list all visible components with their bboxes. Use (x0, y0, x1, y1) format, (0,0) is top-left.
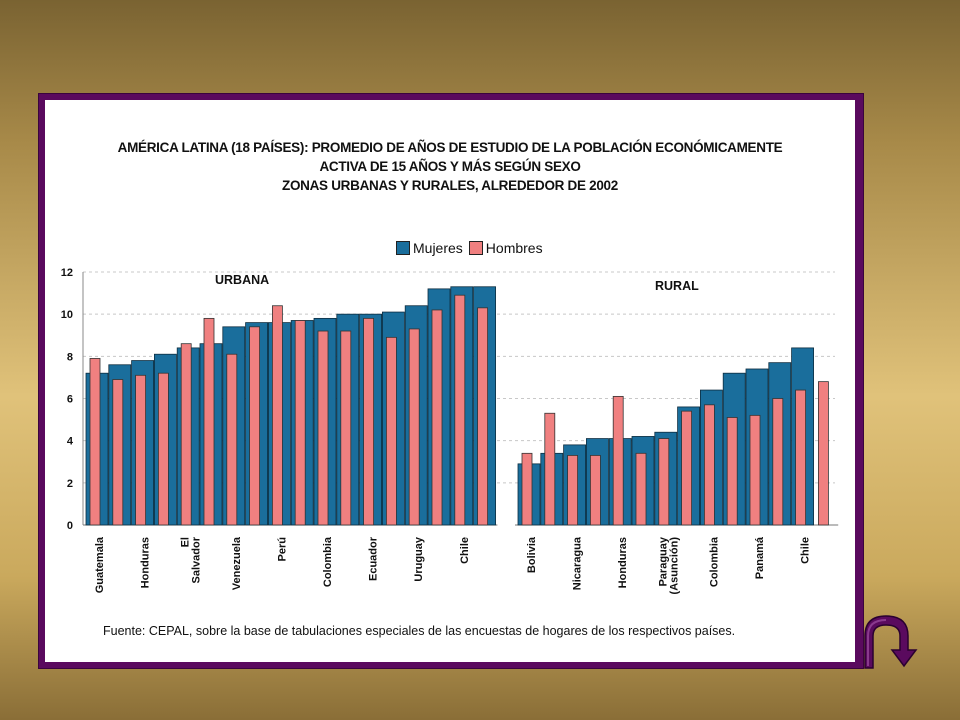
bar-hombres (158, 372, 169, 526)
slide-frame: AMÉRICA LATINA (18 PAÍSES): PROMEDIO DE … (38, 93, 864, 669)
x-tick-label: El (180, 537, 192, 547)
bar-hombres (340, 330, 352, 526)
bar-hombres (226, 353, 238, 526)
bar-hombres (135, 374, 146, 526)
x-tick-label: Ecuador (368, 536, 380, 581)
bar-hombres (180, 343, 192, 526)
chart-title-line-3: ZONAS URBANAS Y RURALES, ALREDEDOR DE 20… (282, 178, 618, 193)
x-tick-label: Venezuela (231, 536, 243, 590)
x-tick-label: Nicaragua (572, 536, 584, 590)
bar-hombres (772, 398, 784, 526)
x-tick-label: Colombia (708, 536, 720, 587)
bar-hombres (317, 330, 329, 526)
bar-hombres (271, 305, 283, 526)
bar-hombres (704, 404, 715, 526)
bar-hombres (454, 294, 466, 526)
bar-hombres (658, 438, 670, 526)
bar-hombres (818, 381, 829, 526)
x-tick-label: Colombia (322, 536, 334, 587)
chart-panel: AMÉRICA LATINA (18 PAÍSES): PROMEDIO DE … (45, 100, 855, 662)
y-tick-label: 10 (61, 309, 73, 321)
x-tick-label: Chile (800, 537, 812, 564)
bar-hombres (385, 336, 397, 526)
x-tick-label: Perú (276, 537, 288, 561)
y-tick-label: 4 (67, 436, 74, 448)
bar-hombres (408, 328, 420, 526)
source-note: Fuente: CEPAL, sobre la base de tabulaci… (103, 624, 736, 638)
bar-chart: 0 2 4 6 8 10 12 URBANA Guatemala Honduras El Salvad… (61, 267, 839, 595)
bar-hombres (567, 455, 578, 526)
panel-rural: RURAL Bolivia Nicaragua Honduras Paraguay (As… (515, 279, 839, 595)
chart-title-line-2: ACTIVA DE 15 AÑOS Y MÁS SEGÚN SEXO (319, 159, 581, 174)
bar-hombres (635, 452, 647, 526)
chart-title-line-1: AMÉRICA LATINA (18 PAÍSES): PROMEDIO DE … (117, 140, 783, 155)
x-tick-label: Paraguay (657, 536, 669, 586)
bar-hombres (294, 320, 306, 526)
bar-hombres (477, 307, 489, 526)
y-tick-label: 0 (67, 520, 73, 532)
bar-hombres (726, 417, 738, 526)
bar-hombres (544, 412, 556, 526)
legend-label-hombres: Hombres (485, 240, 543, 256)
x-tick-label: Guatemala (94, 536, 106, 593)
legend-swatch-mujeres (396, 241, 410, 255)
bar-hombres (89, 358, 101, 526)
x-tick-label: Salvador (191, 536, 203, 583)
bar-hombres (749, 414, 761, 526)
x-tick-label: Panamá (754, 536, 766, 579)
panel-urbana: URBANA Guatemala Honduras El Salvador Venezue… (83, 273, 498, 593)
bar-hombres (112, 379, 124, 526)
x-tick-label: Uruguay (413, 536, 425, 582)
legend-label-mujeres: Mujeres (413, 240, 463, 256)
y-tick-label: 12 (61, 267, 73, 279)
x-tick-label: Bolivia (526, 536, 538, 573)
x-tick-label: Honduras (617, 537, 629, 588)
panel-label-urbana: URBANA (215, 273, 269, 287)
bar-hombres (431, 309, 443, 526)
bar-hombres (590, 455, 601, 526)
legend-swatch-hombres (468, 241, 483, 255)
bar-hombres (521, 452, 533, 526)
curved-arrow-icon[interactable] (860, 610, 940, 672)
bar-hombres (249, 326, 261, 526)
bar-hombres (363, 317, 375, 526)
y-tick-label: 2 (67, 478, 73, 490)
bar-hombres (681, 410, 692, 526)
bar-hombres (795, 389, 806, 526)
x-tick-label: Honduras (140, 537, 152, 588)
x-tick-label: (Asunción) (668, 537, 680, 595)
panel-label-rural: RURAL (655, 279, 699, 293)
y-tick-label: 6 (67, 394, 73, 406)
x-tick-label: Chile (459, 537, 471, 564)
bar-hombres (203, 317, 215, 526)
bar-hombres (612, 395, 624, 526)
y-tick-label: 8 (67, 351, 73, 363)
chart-legend: Mujeres Hombres (396, 240, 549, 256)
